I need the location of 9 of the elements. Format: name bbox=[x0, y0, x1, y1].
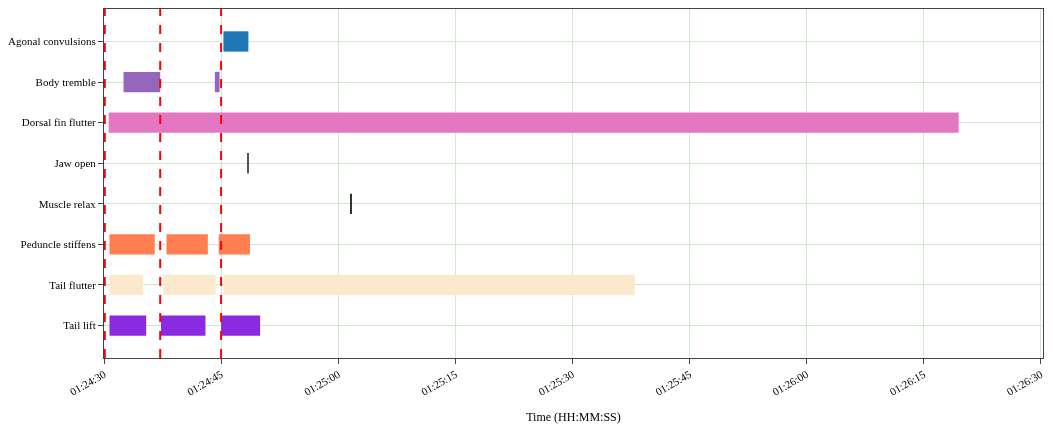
y-tick-label: Peduncle stiffens bbox=[20, 238, 96, 251]
y-tick-label: Agonal convulsions bbox=[8, 35, 96, 48]
y-tick-label: Tail flutter bbox=[49, 278, 97, 291]
y-tick-label: Muscle relax bbox=[38, 197, 97, 210]
y-tick-label: Tail lift bbox=[63, 319, 96, 332]
y-tick-label: Body tremble bbox=[35, 75, 96, 88]
y-tick-label: Jaw open bbox=[54, 157, 97, 170]
y-tick-label: Dorsal fin flutter bbox=[21, 116, 97, 129]
x-axis-title: Time (HH:MM:SS) bbox=[526, 409, 621, 424]
